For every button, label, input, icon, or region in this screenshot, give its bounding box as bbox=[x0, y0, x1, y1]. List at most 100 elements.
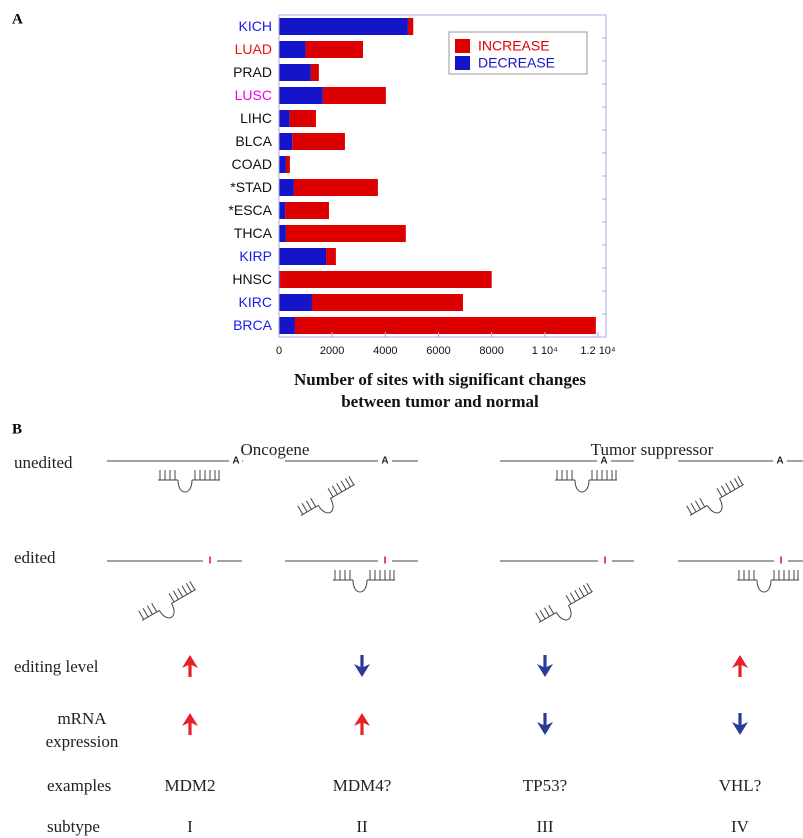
rna-hairpin bbox=[737, 570, 799, 593]
x-axis-label: between tumor and normal bbox=[341, 392, 539, 411]
bar-segment bbox=[279, 87, 323, 104]
bar-segment bbox=[279, 317, 295, 334]
bar-segment bbox=[280, 271, 492, 288]
group-title: Oncogene bbox=[241, 440, 310, 459]
edited-base: I bbox=[209, 556, 212, 567]
bar-segment bbox=[311, 294, 463, 311]
unedited-base: A bbox=[232, 456, 239, 467]
row-label: unedited bbox=[14, 453, 73, 472]
category-label: COAD bbox=[232, 156, 272, 172]
bar-segment bbox=[310, 64, 319, 81]
row-label: examples bbox=[47, 776, 111, 795]
category-label: BRCA bbox=[233, 317, 273, 333]
hairpin-stroke bbox=[333, 570, 395, 593]
bar-segment bbox=[279, 156, 286, 173]
rna-hairpin bbox=[686, 475, 744, 516]
x-tick-label: 4000 bbox=[373, 345, 397, 357]
example-gene: TP53? bbox=[523, 776, 567, 795]
bar-segment bbox=[279, 64, 311, 81]
category-label: KIRC bbox=[239, 294, 272, 310]
unedited-base: A bbox=[600, 456, 607, 467]
legend-box bbox=[448, 31, 588, 75]
bar-segment bbox=[279, 110, 290, 127]
category-label: THCA bbox=[234, 225, 273, 241]
rna-hairpin bbox=[158, 470, 220, 493]
example-gene: MDM4? bbox=[333, 776, 392, 795]
x-tick-label: 1 10⁴ bbox=[532, 345, 558, 357]
bar-segment bbox=[293, 179, 378, 196]
row-label: mRNA bbox=[57, 709, 107, 728]
subtype-label: III bbox=[537, 817, 554, 836]
legend-label: INCREASE bbox=[478, 38, 550, 54]
edited-base: I bbox=[604, 556, 607, 567]
bar-segment bbox=[285, 225, 406, 242]
category-label: KIRP bbox=[239, 248, 272, 264]
category-label: HNSC bbox=[232, 271, 272, 287]
hairpin-stroke bbox=[737, 570, 799, 593]
bar-segment bbox=[285, 156, 290, 173]
subtype-label: I bbox=[187, 817, 193, 836]
bar-segment bbox=[279, 18, 408, 35]
arrow-down bbox=[732, 713, 748, 735]
legend-swatch bbox=[455, 39, 470, 53]
legend-swatch bbox=[455, 56, 470, 70]
bar-segment bbox=[292, 133, 345, 150]
example-gene: VHL? bbox=[719, 776, 761, 795]
bar-segment bbox=[279, 294, 312, 311]
category-label: LUSC bbox=[235, 87, 272, 103]
category-label: *ESCA bbox=[228, 202, 272, 218]
unedited-base: A bbox=[381, 456, 388, 467]
category-label: LIHC bbox=[240, 110, 272, 126]
bar-segment bbox=[289, 110, 316, 127]
bar-segment bbox=[279, 202, 286, 219]
legend-label: DECREASE bbox=[478, 55, 555, 71]
bar-segment bbox=[279, 179, 294, 196]
category-label: *STAD bbox=[230, 179, 272, 195]
x-tick-label: 8000 bbox=[479, 345, 503, 357]
category-label: PRAD bbox=[233, 64, 272, 80]
x-tick-label: 0 bbox=[276, 345, 282, 357]
panel-label: A bbox=[12, 11, 23, 27]
rna-hairpin bbox=[333, 570, 395, 593]
edited-base: I bbox=[384, 556, 387, 567]
arrow-up bbox=[182, 655, 198, 677]
bar-segment bbox=[279, 41, 306, 58]
x-tick-label: 1.2 10⁴ bbox=[580, 345, 616, 357]
subtype-label: II bbox=[356, 817, 368, 836]
arrow-up bbox=[354, 713, 370, 735]
row-label: editing level bbox=[14, 657, 99, 676]
edited-base: I bbox=[780, 556, 783, 567]
row-label: expression bbox=[46, 732, 119, 751]
bar-segment bbox=[285, 202, 329, 219]
hairpin-stroke bbox=[297, 475, 355, 516]
hairpin-stroke bbox=[686, 475, 744, 516]
bar-segment bbox=[326, 248, 336, 265]
bar-segment bbox=[305, 41, 364, 58]
hairpin-stroke bbox=[158, 470, 220, 493]
hairpin-stroke bbox=[138, 580, 196, 621]
unedited-base: A bbox=[776, 456, 783, 467]
panel-label: B bbox=[12, 421, 22, 437]
rna-hairpin bbox=[555, 470, 617, 493]
rna-hairpin bbox=[535, 582, 593, 623]
x-axis-label: Number of sites with significant changes bbox=[294, 370, 586, 389]
category-label: KICH bbox=[239, 18, 272, 34]
category-label: BLCA bbox=[235, 133, 272, 149]
bar-segment bbox=[407, 18, 414, 35]
bar-segment bbox=[279, 271, 281, 288]
bar-segment bbox=[279, 133, 293, 150]
subtype-label: IV bbox=[731, 817, 750, 836]
hairpin-stroke bbox=[535, 582, 593, 623]
x-tick-label: 2000 bbox=[320, 345, 344, 357]
row-label: subtype bbox=[47, 817, 100, 836]
category-label: LUAD bbox=[235, 41, 272, 57]
arrow-down bbox=[537, 655, 553, 677]
arrow-up bbox=[732, 655, 748, 677]
rna-hairpin bbox=[138, 580, 196, 621]
hairpin-stroke bbox=[555, 470, 617, 493]
bar-segment bbox=[322, 87, 386, 104]
bar-segment bbox=[279, 225, 286, 242]
x-tick-label: 6000 bbox=[426, 345, 450, 357]
bar-segment bbox=[279, 248, 327, 265]
